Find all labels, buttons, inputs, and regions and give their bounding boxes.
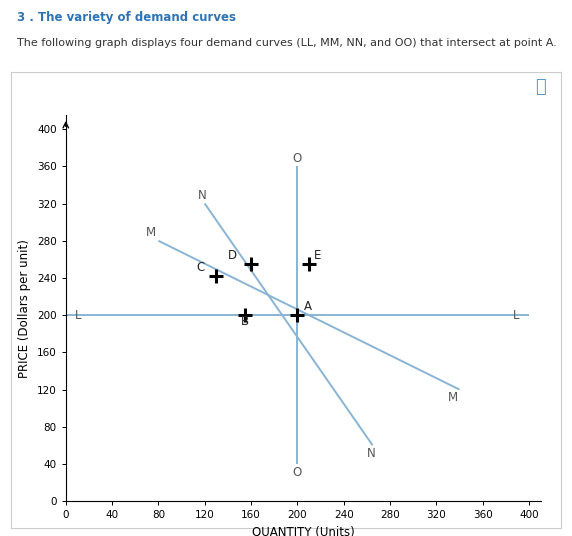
Text: O: O (293, 466, 302, 479)
Text: C: C (197, 261, 205, 274)
Text: A: A (304, 300, 312, 314)
Y-axis label: PRICE (Dollars per unit): PRICE (Dollars per unit) (18, 239, 31, 378)
Text: L: L (75, 309, 82, 322)
Text: N: N (367, 447, 376, 460)
Text: D: D (228, 249, 237, 262)
Text: ⓘ: ⓘ (535, 78, 546, 96)
Text: B: B (241, 315, 249, 328)
Text: 3 . The variety of demand curves: 3 . The variety of demand curves (17, 11, 236, 24)
Text: O: O (293, 152, 302, 165)
Text: M: M (146, 226, 156, 239)
Text: E: E (313, 249, 321, 262)
X-axis label: QUANTITY (Units): QUANTITY (Units) (252, 526, 355, 536)
Text: M: M (448, 391, 458, 405)
Text: The following graph displays four demand curves (LL, MM, NN, and OO) that inters: The following graph displays four demand… (17, 38, 557, 48)
Text: L: L (513, 309, 520, 322)
Text: N: N (198, 189, 207, 202)
